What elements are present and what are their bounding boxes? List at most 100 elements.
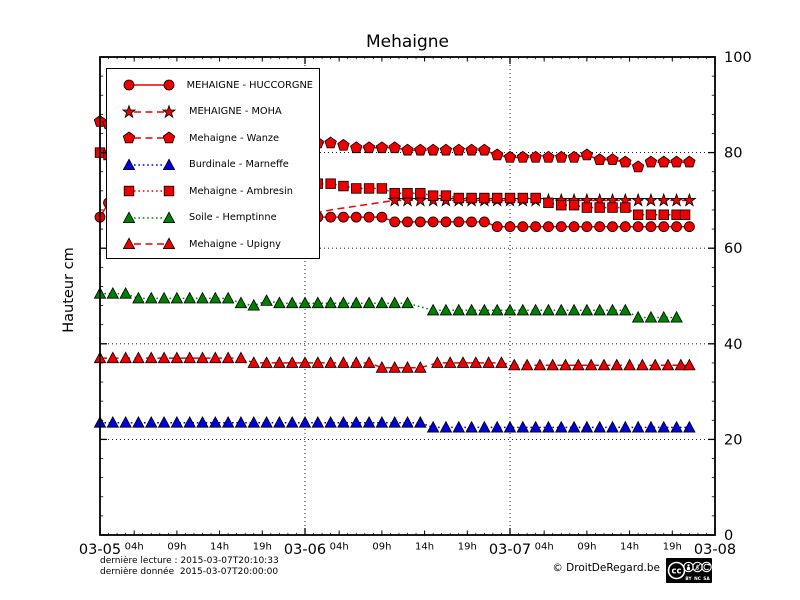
pentagon-marker [375, 141, 389, 154]
triangle-marker [285, 356, 299, 368]
triangle-marker [674, 358, 688, 371]
x-tick-label-hour: 09h [577, 542, 596, 553]
legend-sample [123, 79, 175, 91]
legend-label: Mehaigne - Ambresin [189, 185, 293, 197]
triangle-marker [132, 416, 145, 428]
pentagon-marker [555, 150, 568, 163]
triangle-marker [516, 420, 530, 433]
series-line [100, 357, 690, 369]
triangle-marker [597, 358, 611, 371]
square-marker [466, 192, 477, 204]
cc-sa-label: SA [703, 576, 710, 582]
triangle-marker [234, 416, 248, 428]
triangle-marker [469, 356, 483, 368]
square-marker [363, 183, 375, 194]
triangle-marker [170, 351, 184, 364]
square-marker [543, 197, 554, 208]
circle-marker [504, 221, 516, 233]
circle-marker [683, 221, 695, 233]
legend-item-upigny: Mehaigne - Upigny [121, 236, 313, 252]
triangle-marker [349, 416, 363, 428]
triangle-marker [234, 296, 248, 309]
triangle-marker [106, 416, 120, 428]
x-tick-label-date: 03-08 [694, 542, 736, 558]
triangle-marker [401, 296, 414, 309]
triangle-marker [196, 291, 209, 304]
square-marker [581, 202, 593, 213]
triangle-marker [157, 351, 171, 364]
triangle-marker [157, 416, 171, 428]
circle-marker [607, 221, 618, 233]
series-line [99, 120, 690, 168]
triangle-marker [593, 303, 606, 316]
triangle-marker [324, 356, 337, 368]
triangle-marker [362, 356, 376, 368]
legend-sample [122, 210, 176, 223]
triangle-marker [285, 296, 299, 309]
y-axis-label: Hauteur cm [61, 247, 77, 333]
legend-label: Mehaigne - Wanze [189, 132, 280, 144]
cc-by-person-body-icon [686, 566, 691, 571]
square-marker [440, 190, 452, 201]
triangle-marker [375, 361, 389, 373]
x-tick-label-hour: 19h [253, 542, 272, 553]
triangle-marker [209, 291, 222, 304]
triangle-marker [209, 416, 222, 428]
triangle-marker [520, 358, 534, 371]
triangle-marker [657, 310, 671, 323]
triangle-marker [516, 303, 530, 316]
triangle-marker [285, 416, 299, 428]
triangle-marker [495, 356, 508, 368]
cc-by-person-icon [687, 564, 690, 567]
circle-marker [555, 221, 567, 233]
triangle-marker [337, 356, 350, 368]
triangle-marker [260, 294, 273, 306]
pentagon-marker [503, 150, 517, 163]
legend-item-marneffe: Burdinale - Marneffe [121, 157, 313, 173]
star-marker [656, 192, 672, 207]
star-marker [161, 103, 177, 118]
pentagon-marker [337, 138, 350, 151]
square-marker [376, 183, 388, 194]
triangle-marker [554, 303, 568, 316]
triangle-marker [162, 157, 176, 170]
triangle-marker [247, 298, 261, 311]
series-ambresin [94, 147, 691, 220]
triangle-marker [337, 296, 350, 309]
square-marker [530, 192, 541, 204]
triangle-marker [388, 296, 401, 309]
circle-marker [619, 221, 631, 233]
circle-marker [568, 221, 580, 233]
x-tick-label-hour: 04h [125, 542, 144, 553]
series-line [99, 151, 686, 216]
square-marker [594, 202, 605, 213]
triangle-marker [490, 303, 504, 316]
triangle-marker [648, 358, 662, 371]
cc-logo-icon [667, 561, 686, 580]
triangle-marker [554, 420, 568, 433]
triangle-marker [636, 358, 649, 371]
series-line [99, 202, 690, 228]
triangle-marker [508, 358, 521, 371]
triangle-marker [311, 296, 325, 309]
triangle-marker [157, 291, 171, 304]
triangle-marker [119, 416, 132, 428]
pentagon-marker [542, 150, 555, 163]
triangle-marker [122, 210, 136, 223]
triangle-marker [273, 416, 286, 428]
triangle-marker [221, 351, 235, 364]
pentagon-marker [162, 131, 176, 144]
triangle-marker [298, 356, 312, 368]
pentagon-marker [644, 155, 658, 168]
triangle-marker [247, 356, 261, 368]
pentagon-marker [683, 155, 696, 168]
y-tick-label: 80 [724, 146, 742, 162]
cc-badge-background [666, 558, 712, 583]
legend-item-ambresin: Mehaigne - Ambresin [121, 183, 313, 199]
triangle-marker [490, 420, 504, 433]
triangle-marker [362, 416, 376, 428]
triangle-marker [606, 420, 619, 433]
circle-marker [325, 211, 337, 223]
cc-by-label: BY [685, 576, 692, 582]
